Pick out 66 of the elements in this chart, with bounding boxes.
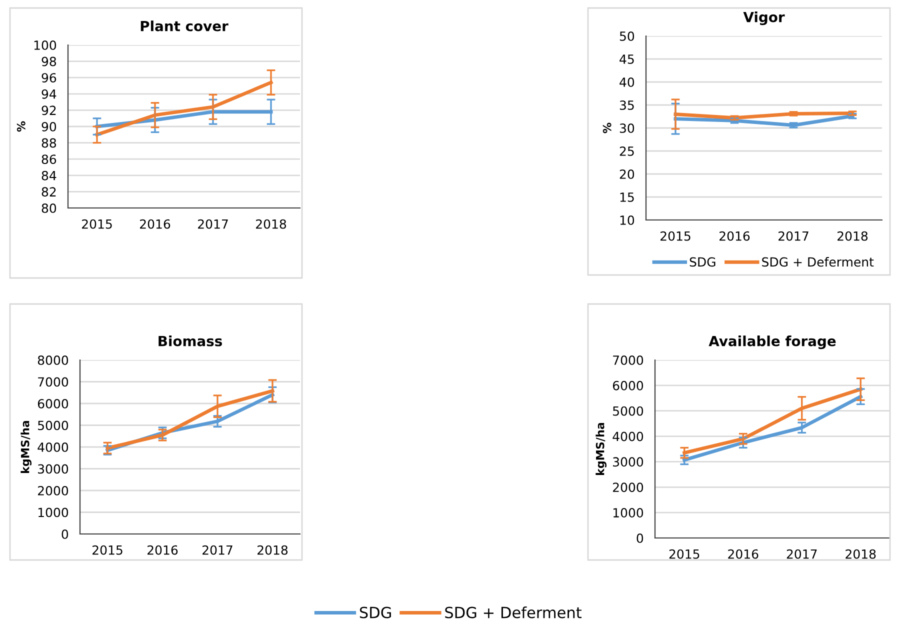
y-tick-label: 1000 <box>38 508 68 518</box>
y-tick-label: 80 <box>42 203 56 213</box>
x-tick-label: 2018 <box>846 549 876 559</box>
legend-label: SDG <box>690 257 716 267</box>
x-tick-label: 2015 <box>92 545 122 555</box>
y-tick-label: 20 <box>620 169 634 179</box>
y-tick-label: 40 <box>620 77 634 87</box>
y-tick-label: 82 <box>42 187 56 197</box>
x-tick-label: 2015 <box>82 219 112 229</box>
y-tick-label: 94 <box>42 89 56 99</box>
y-tick-label: 98 <box>42 56 56 66</box>
x-tick-label: 2017 <box>786 549 817 559</box>
y-axis-title: % <box>16 121 26 132</box>
legend-label: SDG + Deferment <box>445 606 582 618</box>
x-tick-label: 2018 <box>256 219 286 229</box>
y-tick-label: 90 <box>42 122 56 132</box>
y-tick-label: 3000 <box>38 464 68 474</box>
y-tick-label: 86 <box>42 154 56 164</box>
y-tick-label: 4000 <box>38 442 68 452</box>
y-tick-label: 30 <box>620 123 634 133</box>
chart-title: Biomass <box>158 336 222 346</box>
y-tick-label: 7000 <box>38 377 68 387</box>
x-tick-label: 2016 <box>148 545 178 555</box>
y-tick-label: 7000 <box>613 355 644 365</box>
y-tick-label: 45 <box>620 54 634 64</box>
legend-label: SDG + Deferment <box>762 257 874 267</box>
x-tick-label: 2018 <box>838 231 868 241</box>
legend-label: SDG <box>360 606 391 618</box>
y-tick-label: 0 <box>62 529 68 539</box>
line-series <box>682 394 862 462</box>
x-tick-label: 2017 <box>778 231 808 241</box>
x-tick-label: 2017 <box>198 219 228 229</box>
y-tick-label: 3000 <box>613 457 644 467</box>
y-tick-label: 1000 <box>613 508 644 518</box>
y-tick-label: 8000 <box>38 355 68 365</box>
x-tick-label: 2016 <box>720 231 750 241</box>
chart-title: Available forage <box>708 336 836 350</box>
y-tick-label: 5000 <box>38 420 68 430</box>
y-tick-label: 35 <box>620 100 634 110</box>
chart-title: Plant cover <box>140 20 228 32</box>
y-axis-title: kgMS/ha <box>20 420 32 473</box>
x-tick-label: 2016 <box>140 219 170 229</box>
y-tick-label: 0 <box>636 533 644 543</box>
y-tick-label: 15 <box>620 192 634 202</box>
x-tick-label: 2017 <box>202 545 232 555</box>
y-tick-label: 5000 <box>613 406 644 416</box>
y-tick-label: 88 <box>42 138 56 148</box>
x-tick-label: 2016 <box>728 549 758 559</box>
y-tick-label: 6000 <box>38 398 68 408</box>
y-tick-label: 25 <box>620 146 634 156</box>
y-tick-label: 100 <box>34 40 56 50</box>
y-tick-label: 2000 <box>38 486 68 496</box>
y-tick-label: 10 <box>620 215 634 225</box>
y-tick-label: 92 <box>42 106 56 116</box>
y-axis-title: % <box>602 122 612 134</box>
x-tick-label: 2015 <box>669 549 700 559</box>
y-tick-label: 2000 <box>612 482 644 492</box>
y-tick-label: 50 <box>620 31 634 41</box>
y-axis-title: kgMS/ha <box>596 422 607 475</box>
x-tick-label: 2015 <box>660 231 690 241</box>
y-tick-label: 6000 <box>612 380 644 390</box>
chart-title: Vigor <box>743 12 785 26</box>
y-tick-label: 96 <box>42 73 56 83</box>
y-tick-label: 84 <box>42 170 56 180</box>
y-tick-label: 4000 <box>612 432 644 442</box>
x-tick-label: 2018 <box>258 545 288 555</box>
